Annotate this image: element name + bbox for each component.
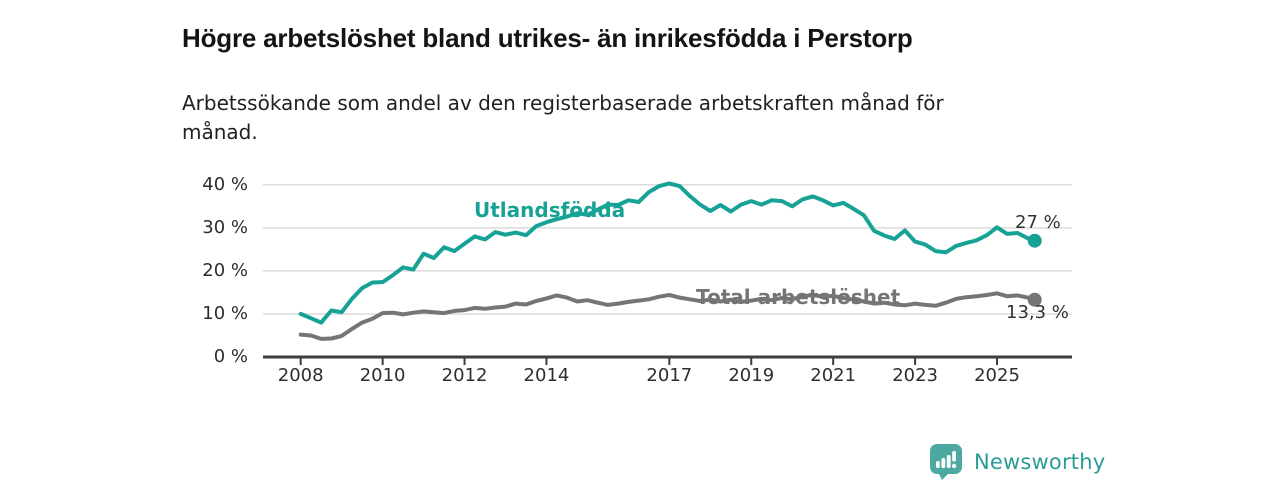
end-value-label-utlandsfodda: 27 % <box>1015 212 1061 233</box>
chart-subtitle: Arbetssökande som andel av den registerb… <box>182 91 944 144</box>
x-axis-tick-label: 2017 <box>646 365 693 386</box>
y-axis-tick-label: 0 % <box>213 346 248 367</box>
x-axis-tick-label: 2014 <box>523 365 570 386</box>
series-label-utlandsfodda: Utlandsfödda <box>474 198 626 222</box>
y-axis-tick-label: 20 % <box>202 259 248 281</box>
y-axis-tick-label: 30 % <box>202 216 248 238</box>
y-axis-tick-label: 40 % <box>202 173 248 195</box>
x-axis-tick-label: 2023 <box>892 365 938 386</box>
series-label-total-arbetsloshet: Total arbetslöshet <box>696 285 901 309</box>
series-end-dot-1 <box>1027 292 1042 307</box>
x-axis-tick-label: 2019 <box>728 365 775 386</box>
end-value-label-total: 13,3 % <box>1006 302 1069 323</box>
y-axis-tick-label: 10 % <box>202 302 248 324</box>
series-line-0 <box>298 181 1037 325</box>
x-axis-tick-label: 2025 <box>974 365 1020 386</box>
x-axis-tick-label: 2012 <box>441 365 488 386</box>
newsworthy-logo: Newsworthy <box>929 443 1105 480</box>
series-line-1 <box>298 291 1037 341</box>
x-axis-tick-label: 2008 <box>277 365 324 386</box>
x-axis-tick-label: 2021 <box>810 365 857 386</box>
x-axis-tick-label: 2010 <box>359 365 406 386</box>
newsworthy-wordmark: Newsworthy <box>974 450 1106 474</box>
page-title: Högre arbetslöshet bland utrikes- än inr… <box>182 23 913 54</box>
newsworthy-bar-chart-icon <box>930 444 962 480</box>
series-end-dot-0 <box>1027 233 1042 248</box>
